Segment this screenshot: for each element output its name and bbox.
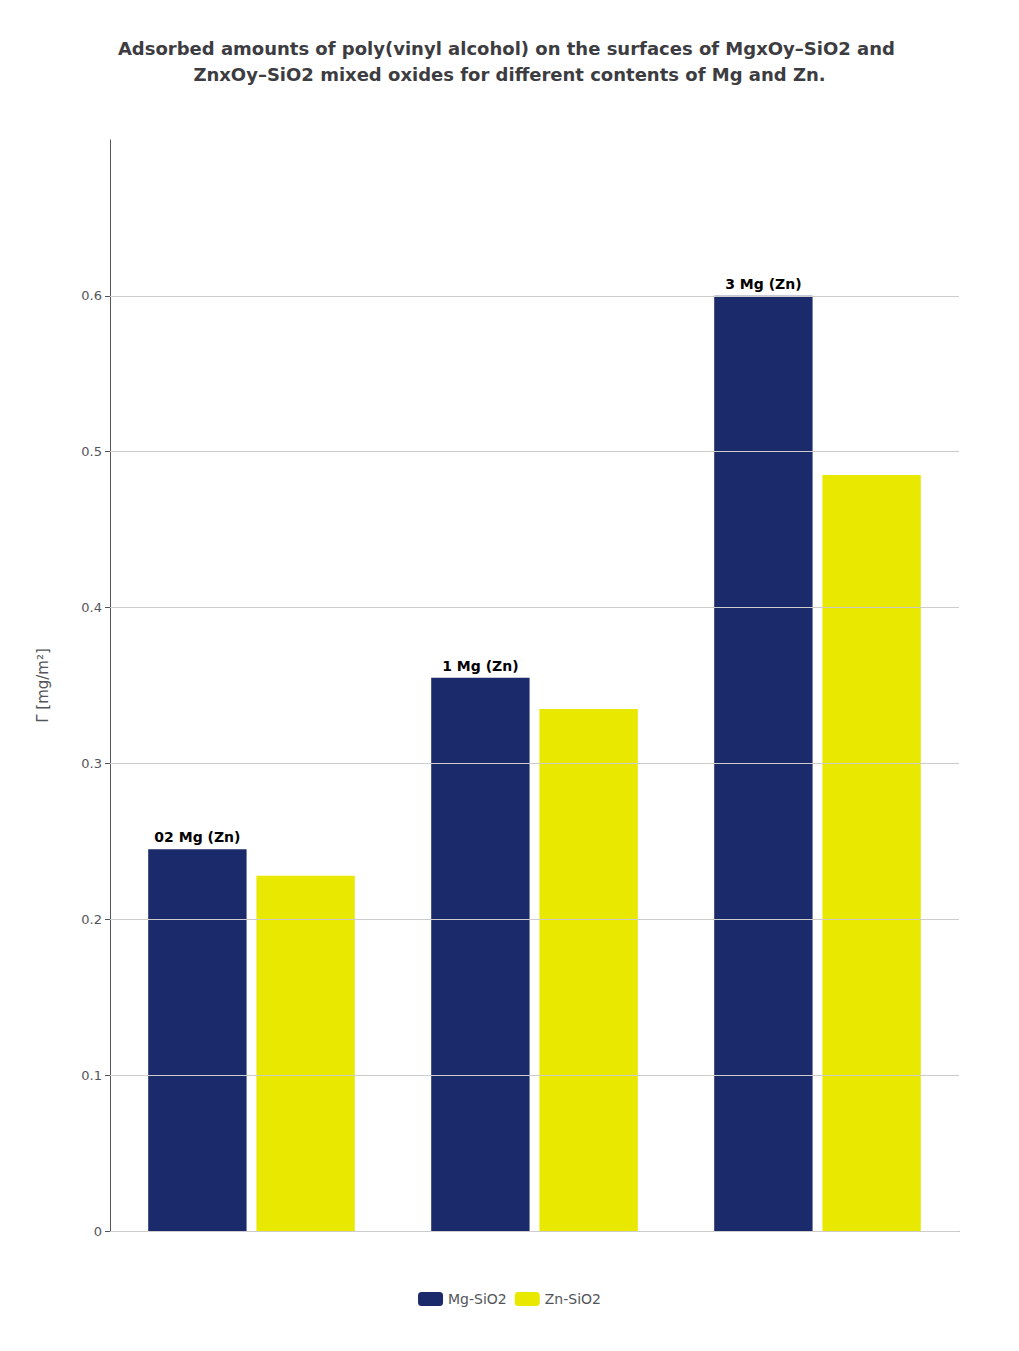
svg-text:0.1: 0.1 (81, 1068, 102, 1083)
svg-text:Mg-SiO2: Mg-SiO2 (448, 1291, 507, 1307)
svg-text:Γ [mg/m²]: Γ [mg/m²] (34, 648, 52, 723)
svg-text:Adsorbed amounts of poly(vinyl: Adsorbed amounts of poly(vinyl alcohol) … (118, 38, 901, 59)
svg-text:02 Mg (Zn): 02 Mg (Zn) (154, 829, 240, 845)
svg-text:3 Mg (Zn): 3 Mg (Zn) (725, 276, 801, 292)
svg-text:Zn-SiO2: Zn-SiO2 (545, 1291, 601, 1307)
svg-text:0.4: 0.4 (81, 600, 102, 615)
svg-text:ZnxOy–SiO2 mixed oxides for di: ZnxOy–SiO2 mixed oxides for different co… (193, 64, 825, 85)
svg-text:0: 0 (94, 1224, 102, 1239)
svg-text:0.2: 0.2 (81, 912, 102, 927)
svg-text:0.5: 0.5 (81, 444, 102, 459)
svg-text:1 Mg (Zn): 1 Mg (Zn) (442, 658, 518, 674)
svg-text:0.6: 0.6 (81, 288, 102, 303)
svg-text:0.3: 0.3 (81, 756, 102, 771)
